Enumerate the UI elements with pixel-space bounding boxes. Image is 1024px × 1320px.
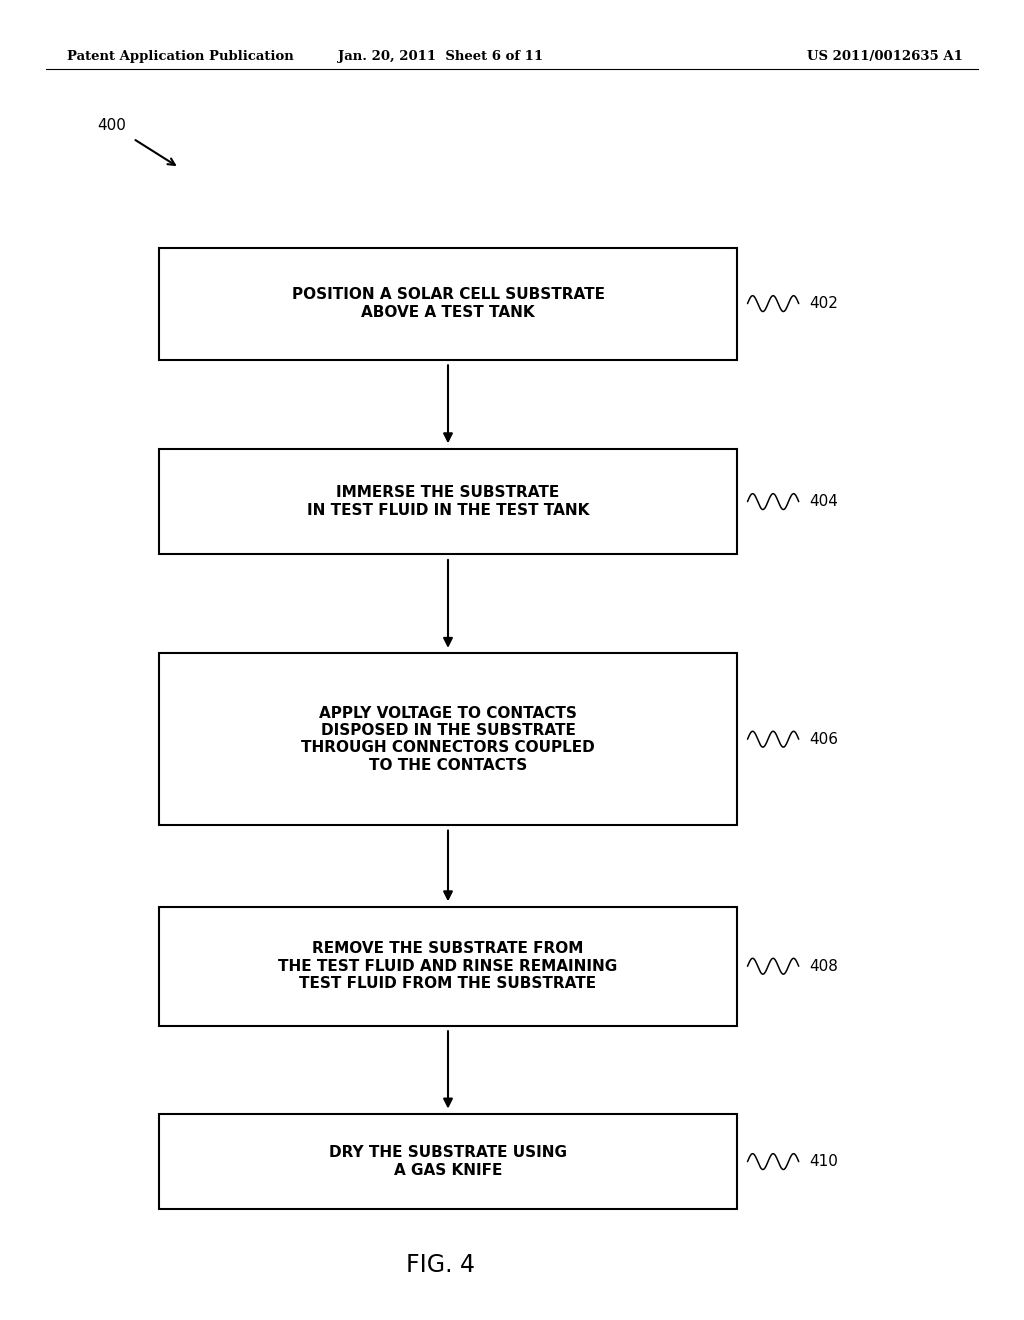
Text: US 2011/0012635 A1: US 2011/0012635 A1 [807,50,963,63]
Text: 402: 402 [809,296,838,312]
Text: FIG. 4: FIG. 4 [406,1253,475,1276]
FancyBboxPatch shape [159,907,737,1026]
FancyBboxPatch shape [159,248,737,359]
Text: APPLY VOLTAGE TO CONTACTS
DISPOSED IN THE SUBSTRATE
THROUGH CONNECTORS COUPLED
T: APPLY VOLTAGE TO CONTACTS DISPOSED IN TH… [301,706,595,772]
Text: POSITION A SOLAR CELL SUBSTRATE
ABOVE A TEST TANK: POSITION A SOLAR CELL SUBSTRATE ABOVE A … [292,288,604,319]
FancyBboxPatch shape [159,449,737,554]
FancyBboxPatch shape [159,653,737,825]
FancyBboxPatch shape [159,1114,737,1209]
Text: Patent Application Publication: Patent Application Publication [67,50,293,63]
Text: REMOVE THE SUBSTRATE FROM
THE TEST FLUID AND RINSE REMAINING
TEST FLUID FROM THE: REMOVE THE SUBSTRATE FROM THE TEST FLUID… [279,941,617,991]
Text: 410: 410 [809,1154,838,1170]
Text: IMMERSE THE SUBSTRATE
IN TEST FLUID IN THE TEST TANK: IMMERSE THE SUBSTRATE IN TEST FLUID IN T… [307,486,589,517]
Text: Jan. 20, 2011  Sheet 6 of 11: Jan. 20, 2011 Sheet 6 of 11 [338,50,543,63]
Text: 406: 406 [809,731,838,747]
Text: 400: 400 [97,117,126,133]
Text: 404: 404 [809,494,838,510]
Text: DRY THE SUBSTRATE USING
A GAS KNIFE: DRY THE SUBSTRATE USING A GAS KNIFE [329,1146,567,1177]
Text: 408: 408 [809,958,838,974]
